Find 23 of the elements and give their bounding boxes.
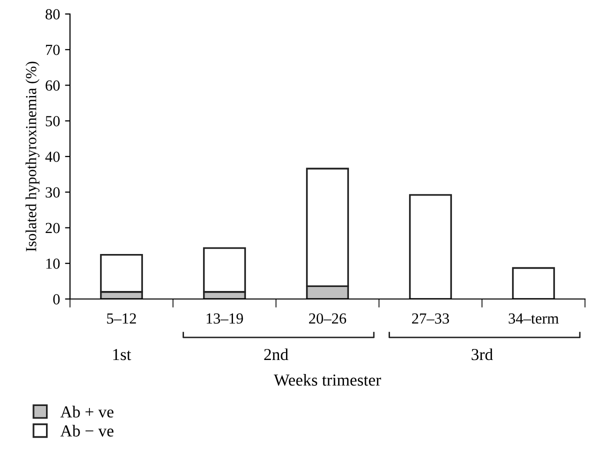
y-tick-label: 0 <box>53 294 60 304</box>
x-tick-label: 20–26 <box>309 313 346 324</box>
legend-label: Ab − ve <box>60 424 114 437</box>
y-tick-label: 50 <box>46 116 60 126</box>
text: 3rd <box>472 348 493 360</box>
y-tick-label: 60 <box>46 80 60 91</box>
y-tick-label: 20 <box>46 222 60 234</box>
x-tick-label: 13–19 <box>206 313 243 324</box>
legend-label: Ab + ve <box>60 406 114 418</box>
x-axis-title: Weeks trimester <box>274 374 382 386</box>
y-axis-title: Isolated hypothyroxinemia (%) <box>26 62 40 252</box>
text: 2nd <box>264 348 288 360</box>
y-tick-label: 80 <box>46 9 60 20</box>
x-tick-label: 27–33 <box>412 313 449 324</box>
bar <box>409 194 452 299</box>
x-tick-label: 34–term <box>508 313 559 324</box>
y-tick-label: 30 <box>46 187 60 198</box>
x-tick-label: 5–12 <box>107 313 136 324</box>
y-tick-label: 40 <box>45 152 60 162</box>
y-tick-label: 70 <box>46 44 60 56</box>
text: 1st <box>113 349 132 360</box>
bar <box>512 267 555 299</box>
y-tick-label: 10 <box>46 258 60 269</box>
